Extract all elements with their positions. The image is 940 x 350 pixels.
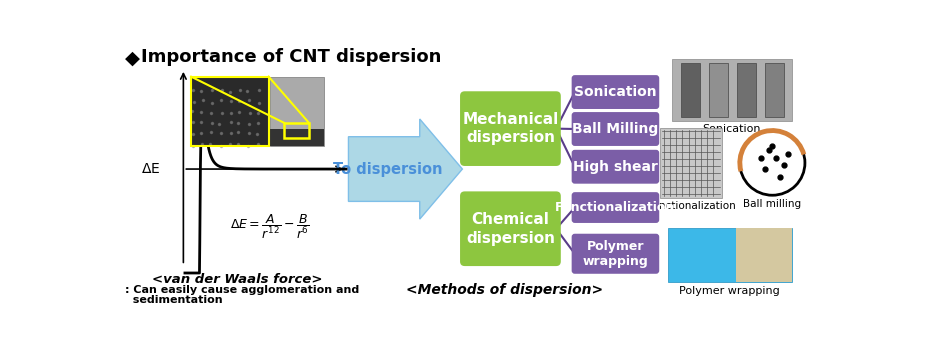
Circle shape [740, 131, 805, 195]
FancyBboxPatch shape [681, 63, 700, 117]
FancyBboxPatch shape [191, 77, 269, 146]
FancyBboxPatch shape [572, 75, 659, 109]
FancyBboxPatch shape [667, 228, 791, 282]
FancyBboxPatch shape [736, 228, 791, 282]
FancyBboxPatch shape [660, 128, 722, 197]
Text: Ball Milling: Ball Milling [572, 122, 659, 136]
FancyBboxPatch shape [460, 191, 561, 266]
FancyBboxPatch shape [270, 129, 324, 146]
Text: To dispersion: To dispersion [333, 162, 443, 176]
FancyBboxPatch shape [764, 63, 784, 117]
FancyBboxPatch shape [709, 63, 728, 117]
FancyBboxPatch shape [737, 63, 756, 117]
Bar [191, 77, 269, 146]
FancyBboxPatch shape [460, 91, 561, 166]
Text: Mechanical
dispersion: Mechanical dispersion [462, 112, 558, 146]
Text: $\Delta E=\dfrac{A}{r^{12}}-\dfrac{B}{r^{6}}$: $\Delta E=\dfrac{A}{r^{12}}-\dfrac{B}{r^… [230, 213, 309, 241]
Text: : Can easily cause agglomeration and: : Can easily cause agglomeration and [125, 285, 359, 295]
Text: Polymer wrapping: Polymer wrapping [680, 286, 780, 296]
FancyBboxPatch shape [270, 77, 324, 146]
Text: sedimentation: sedimentation [125, 295, 223, 304]
FancyBboxPatch shape [572, 150, 659, 184]
Text: Polymer
wrapping: Polymer wrapping [583, 240, 649, 268]
Text: Sonication: Sonication [702, 124, 761, 134]
FancyBboxPatch shape [572, 234, 659, 274]
Text: Chemical
dispersion: Chemical dispersion [466, 212, 555, 246]
FancyBboxPatch shape [572, 112, 659, 146]
Text: $\Delta$E: $\Delta$E [141, 162, 160, 176]
Text: <Methods of dispersion>: <Methods of dispersion> [406, 283, 603, 297]
Text: Ball milling: Ball milling [744, 199, 802, 209]
Text: r: r [349, 162, 355, 176]
Text: <van der Waals force>: <van der Waals force> [152, 273, 322, 286]
Text: Importance of CNT dispersion: Importance of CNT dispersion [141, 48, 441, 66]
Text: Functionalization: Functionalization [647, 201, 735, 211]
Polygon shape [349, 119, 462, 219]
FancyBboxPatch shape [671, 59, 791, 120]
Text: ◆: ◆ [125, 48, 140, 67]
Text: Sonication: Sonication [574, 85, 657, 99]
FancyBboxPatch shape [572, 192, 659, 223]
Text: High shear: High shear [573, 160, 658, 174]
Text: Functionalization: Functionalization [556, 201, 676, 214]
Bar [284, 123, 309, 138]
